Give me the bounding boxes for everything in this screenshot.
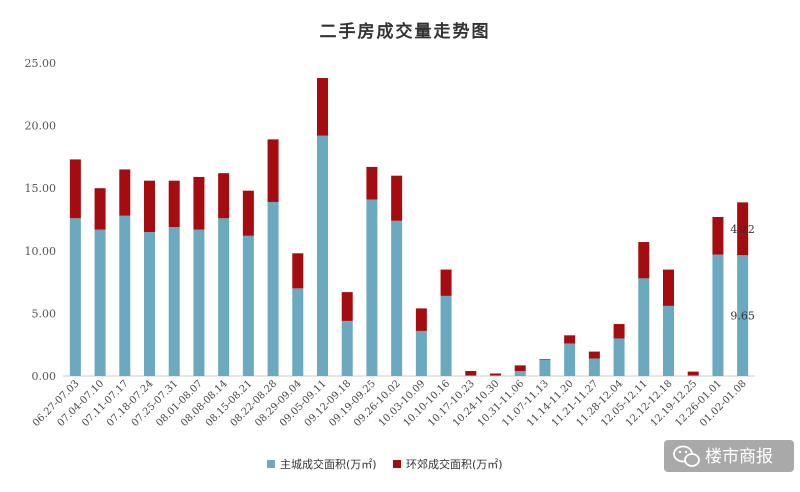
bars-group: [69, 78, 749, 376]
watermark-text: 楼市商报: [705, 447, 773, 467]
bar-suburb: [69, 159, 81, 219]
bar-main-city: [292, 288, 304, 376]
bar-main-city: [440, 295, 452, 376]
bar-suburb: [168, 180, 180, 228]
y-tick-label: 20.00: [25, 120, 57, 133]
bar-suburb: [341, 292, 353, 321]
bar-suburb: [539, 359, 551, 360]
bar-suburb: [193, 176, 205, 230]
bar-main-city: [539, 359, 551, 376]
bar-main-city: [193, 229, 205, 376]
bar-main-city: [588, 358, 600, 376]
watermark: 楼市商报: [664, 440, 794, 472]
bar-main-city: [638, 278, 650, 376]
bar-main-city: [663, 305, 674, 376]
bar-suburb: [588, 351, 600, 359]
bar-suburb: [638, 242, 650, 279]
bar-suburb: [564, 335, 576, 344]
y-tick-label: 10.00: [25, 245, 57, 258]
bar-suburb: [94, 188, 106, 230]
bar-main-city: [415, 330, 427, 376]
bar-suburb: [663, 269, 674, 306]
bar-main-city: [564, 343, 576, 376]
bar-main-city: [465, 375, 477, 376]
bar-main-city: [317, 135, 328, 376]
y-tick-label: 5.00: [32, 307, 57, 320]
legend-label-main-city: 主城成交面积(万㎡): [280, 457, 377, 471]
bar-main-city: [613, 338, 625, 376]
bar-suburb: [267, 139, 279, 202]
chart-title: 二手房成交量走势图: [320, 21, 491, 42]
data-label: 4.22: [730, 223, 755, 236]
y-tick-label: 25.00: [25, 57, 57, 70]
bar-main-city: [490, 375, 501, 376]
bar-suburb: [490, 373, 501, 376]
bar-suburb: [144, 180, 155, 233]
bar-main-city: [168, 227, 180, 376]
bar-main-city: [69, 218, 81, 376]
data-labels: 9.65 4.22: [730, 223, 755, 323]
legend-swatch-main-city: [267, 460, 275, 468]
bar-main-city: [737, 255, 749, 376]
bar-main-city: [242, 235, 254, 376]
bar-main-city: [119, 215, 131, 376]
bar-main-city: [218, 218, 230, 376]
bar-suburb: [514, 365, 526, 371]
bar-main-city: [144, 232, 155, 376]
bar-suburb: [613, 324, 625, 339]
legend-swatch-suburb: [393, 460, 401, 468]
bar-suburb: [317, 78, 328, 136]
bar-suburb: [242, 190, 254, 236]
bar-suburb: [687, 371, 699, 376]
legend-label-suburb: 环郊成交面积(万㎡): [406, 457, 503, 471]
bar-suburb: [218, 173, 230, 219]
bar-main-city: [391, 220, 403, 376]
bar-suburb: [292, 253, 304, 289]
bar-suburb: [465, 370, 477, 376]
bar-suburb: [737, 202, 749, 256]
wechat-icon: [673, 445, 700, 467]
bar-main-city: [712, 254, 724, 376]
bar-main-city: [341, 320, 353, 376]
bar-suburb: [119, 169, 131, 216]
y-tick-label: 15.00: [25, 182, 57, 195]
bar-main-city: [514, 370, 526, 376]
bar-suburb: [712, 216, 724, 255]
bar-suburb: [366, 166, 378, 200]
bar-main-city: [94, 229, 106, 376]
bar-main-city: [267, 201, 279, 376]
bar-suburb: [440, 269, 452, 296]
y-axis: 0.00 5.00 10.00 15.00 20.00 25.00: [25, 57, 57, 383]
bar-suburb: [415, 308, 427, 331]
bar-main-city: [366, 199, 378, 376]
y-tick-label: 0.00: [32, 370, 57, 383]
legend: 主城成交面积(万㎡) 环郊成交面积(万㎡): [267, 457, 503, 471]
x-axis: 06.27-07.0307.04-07.1007.11-07.1707.18-0…: [31, 378, 749, 429]
bar-suburb: [391, 175, 403, 221]
data-label: 9.65: [730, 310, 755, 323]
bar-main-city: [687, 375, 699, 376]
